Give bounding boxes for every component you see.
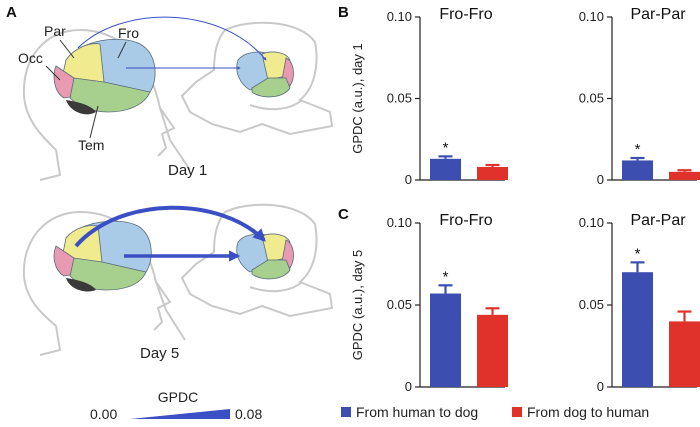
panel-label-b: B [338, 4, 349, 21]
panel-label-c: C [338, 206, 349, 223]
region-label-tem: Tem [78, 137, 104, 153]
bar-human-to-dog [622, 272, 653, 387]
y-tick-label: 0.05 [387, 297, 412, 312]
chart-title: Fro-Fro [439, 212, 492, 229]
y-tick-label: 0.10 [579, 215, 604, 230]
gpdc-scale-min: 0.00 [90, 406, 117, 422]
chart-title: Par-Par [630, 212, 686, 229]
legend-label-dog-to-human: From dog to human [527, 404, 649, 420]
y-tick-label: 0 [597, 172, 604, 187]
significance-asterisk: * [635, 245, 641, 262]
panel-label-a: A [6, 4, 17, 21]
dog-head-day1 [180, 21, 334, 136]
day5-connectivity-arrows [74, 205, 266, 262]
gpdc-scale-max: 0.08 [235, 406, 262, 422]
par-to-par-arrow-day5 [74, 205, 266, 248]
human-brain-day1 [53, 38, 156, 115]
bar-dog-to-human [669, 321, 700, 387]
y-tick-label: 0.05 [579, 297, 604, 312]
chart-title: Fro-Fro [439, 6, 492, 23]
par-to-par-arrow-day1 [77, 16, 267, 61]
legend-swatch-human-to-dog [341, 407, 351, 417]
y-axis-label: GPDC (a.u.), day 1 [350, 43, 365, 154]
significance-asterisk: * [443, 268, 449, 285]
y-tick-label: 0.10 [387, 9, 412, 24]
chart-title: Par-Par [630, 6, 686, 23]
legend-label-human-to-dog: From human to dog [356, 404, 478, 420]
bar-human-to-dog [430, 293, 461, 387]
region-label-fro: Fro [118, 25, 139, 41]
bar-human-to-dog [430, 158, 461, 180]
y-tick-label: 0 [405, 379, 412, 394]
chart-3: 0 0.05 0.10 Fro-Fro GPDC (a.u.), day 5 * [350, 212, 508, 394]
y-tick-label: 0.10 [579, 9, 604, 24]
bar-dog-to-human [477, 314, 508, 387]
day1-label: Day 1 [168, 162, 207, 179]
dog-head-day5 [180, 203, 334, 318]
gpdc-scale-title: GPDC [158, 389, 198, 405]
region-pointer-lines [45, 39, 127, 139]
dog-brain-day5 [236, 233, 294, 280]
significance-asterisk: * [635, 141, 641, 158]
region-label-par: Par [44, 23, 66, 39]
y-tick-label: 0 [405, 172, 412, 187]
significance-asterisk: * [443, 139, 449, 156]
bar-human-to-dog [622, 160, 653, 180]
chart-1: 0 0.05 0.10 Fro-Fro GPDC (a.u.), day 1 * [350, 6, 508, 187]
y-axis-label: GPDC (a.u.), day 5 [350, 250, 365, 361]
y-tick-label: 0 [597, 379, 604, 394]
legend-swatch-dog-to-human [512, 407, 522, 417]
day1-connectivity-arrows [77, 16, 267, 70]
bar-dog-to-human [477, 166, 508, 180]
y-tick-label: 0.05 [387, 91, 412, 106]
bar-charts: 0 0.05 0.10 Fro-Fro GPDC (a.u.), day 1 * 0 0.05… [350, 6, 700, 394]
y-tick-label: 0.10 [387, 215, 412, 230]
region-label-occ: Occ [18, 50, 43, 66]
chart-2: 0 0.05 0.10 Par-Par * [579, 6, 700, 187]
bar-dog-to-human [669, 171, 700, 180]
dog-brain-day1 [236, 51, 294, 98]
day5-label: Day 5 [140, 345, 179, 362]
y-tick-label: 0.05 [579, 91, 604, 106]
gpdc-scale-wedge [130, 409, 230, 419]
chart-4: 0 0.05 0.10 Par-Par * [579, 212, 700, 394]
